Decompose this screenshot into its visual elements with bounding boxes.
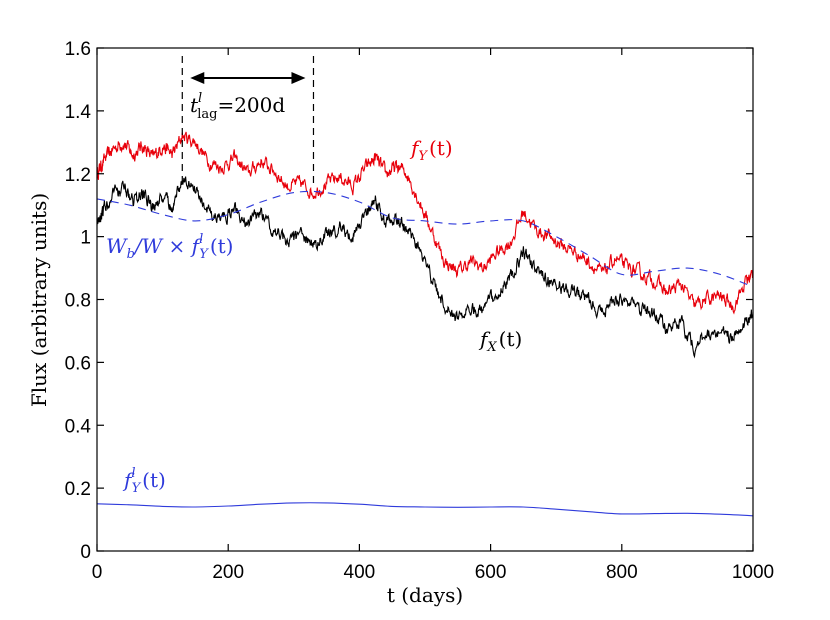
- series-line-1: [96, 176, 754, 359]
- y-tick-label: 1.6: [65, 39, 91, 60]
- y-axis-label: Flux (arbitrary units): [27, 193, 51, 407]
- y-tick-label: 0.8: [65, 291, 91, 312]
- plot-frame: [96, 47, 754, 552]
- x-axis-label: t (days): [387, 583, 463, 607]
- lag-arrow-head-right: [291, 72, 306, 84]
- y-tick-label: 1.4: [65, 102, 92, 123]
- y-tick-label: 0.4: [65, 416, 92, 437]
- x-tick-label: 200: [212, 562, 244, 583]
- label-fx: fX (t): [478, 327, 522, 355]
- y-tick-label: 0: [80, 542, 91, 563]
- series-lines: [96, 131, 754, 517]
- lag-arrow-head-left: [190, 72, 205, 84]
- x-tick-label: 400: [344, 562, 376, 583]
- y-tick-label: 0.6: [65, 353, 91, 374]
- series-line-3: [96, 502, 754, 517]
- y-tick-label: 0.2: [65, 479, 91, 500]
- lag-label: tl lag=200d: [190, 91, 285, 122]
- axis-ticks: 0 200 400 600 800 1000 0 0.2 0.4 0.6 0.8 1 1.2 1.4 1.6: [65, 39, 775, 583]
- x-tick-label: 0: [92, 562, 103, 583]
- y-tick-label: 1: [80, 228, 91, 249]
- x-tick-label: 600: [475, 562, 507, 583]
- label-scaled-flux: Wb/W × fl Y (t): [106, 232, 233, 262]
- x-tick-label: 800: [606, 562, 638, 583]
- label-fy: fY (t): [409, 136, 453, 164]
- label-fyl: fl Y (t): [122, 466, 166, 496]
- x-tick-label: 1000: [732, 562, 774, 583]
- y-tick-label: 1.2: [65, 165, 91, 186]
- series-line-2: [96, 190, 754, 288]
